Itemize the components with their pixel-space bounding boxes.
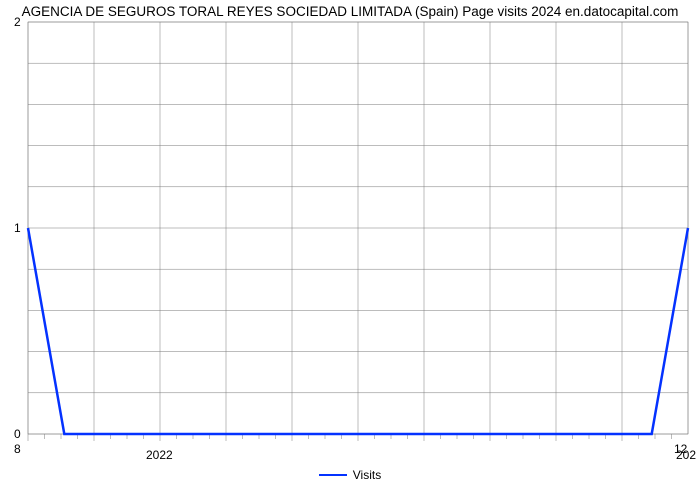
legend: Visits bbox=[0, 468, 700, 482]
legend-label: Visits bbox=[353, 468, 381, 482]
plot-area bbox=[28, 22, 688, 434]
x-axis-label-right: 202 bbox=[676, 448, 696, 462]
chart-container: AGENCIA DE SEGUROS TORAL REYES SOCIEDAD … bbox=[0, 0, 700, 500]
y-axis-label-0: 0 bbox=[14, 427, 21, 441]
plot-svg bbox=[28, 22, 688, 446]
chart-title: AGENCIA DE SEGUROS TORAL REYES SOCIEDAD … bbox=[0, 4, 700, 19]
y-axis-label-1: 1 bbox=[14, 221, 21, 235]
x-axis-label-major: 2022 bbox=[146, 448, 173, 462]
legend-swatch bbox=[319, 474, 347, 476]
x-axis-left-sublabel: 8 bbox=[14, 442, 21, 456]
y-axis-label-2: 2 bbox=[14, 15, 21, 29]
